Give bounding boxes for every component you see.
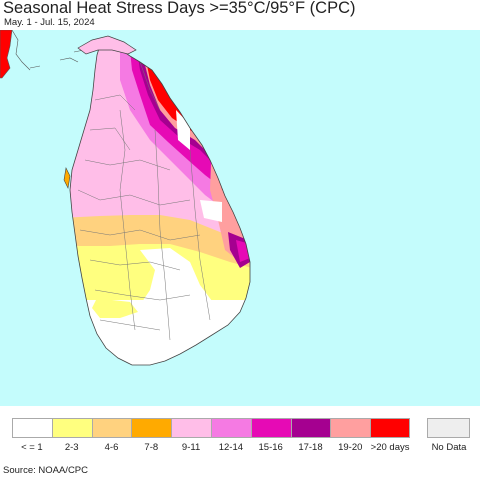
islet-outline: [29, 43, 97, 69]
source-credit: Source: NOAA/CPC: [3, 465, 88, 476]
nodata-swatch: [427, 418, 470, 438]
legend-label: 7-8: [144, 442, 159, 453]
legend-label: 17-18: [298, 442, 323, 453]
legend-swatch: [51, 418, 92, 438]
legend-swatch: [330, 418, 371, 438]
legend-swatch: [370, 418, 410, 438]
legend-label: 12-14: [218, 442, 244, 453]
legend-label: 4-6: [104, 442, 119, 453]
legend-swatches: [12, 418, 410, 438]
ocean-area: [0, 30, 480, 406]
legend-swatch: [290, 418, 331, 438]
heat-stress-map: [0, 30, 480, 406]
legend-label: 15-16: [258, 442, 283, 453]
kalpitiya-peninsula: [63, 167, 71, 189]
india-coast-region: [0, 30, 13, 79]
legend-label: < = 1: [21, 442, 43, 453]
nodata-label: No Data: [431, 442, 467, 453]
legend-label: 9-11: [181, 442, 201, 453]
legend-swatch: [12, 418, 52, 438]
legend-swatch: [250, 418, 291, 438]
map-title: Seasonal Heat Stress Days >=35°C/95°F (C…: [3, 0, 356, 17]
legend-swatch: [210, 418, 251, 438]
jaffna-peninsula: [77, 35, 137, 55]
sri-lanka-outline: [69, 39, 251, 366]
legend-swatch: [91, 418, 132, 438]
legend-swatch: [131, 418, 172, 438]
map-subtitle: May. 1 - Jul. 15, 2024: [4, 17, 95, 28]
legend-label: >20 days: [370, 442, 410, 453]
india-coast-outline: [11, 30, 31, 71]
legend-label: 19-20: [338, 442, 363, 453]
legend-label: 2-3: [64, 442, 79, 453]
legend-labels: < = 1 2-3 4-6 7-8 9-11 12-14 15-16 17-18 19-20 >2…: [12, 442, 410, 453]
legend-swatch: [171, 418, 211, 438]
